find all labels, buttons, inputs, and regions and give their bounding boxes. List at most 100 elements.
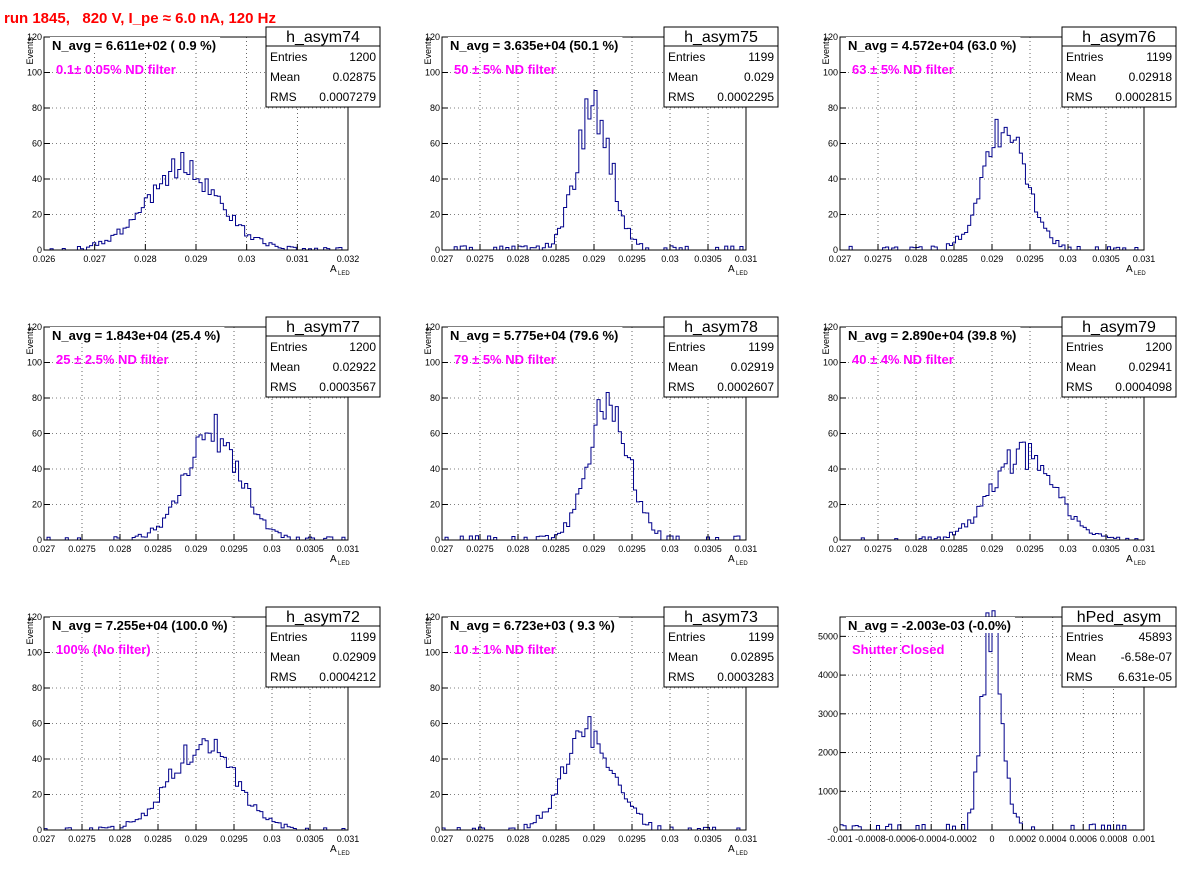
x-tick-label: 0.0295 [618,834,646,844]
stats-label-entries: Entries [270,50,307,64]
stats-label-rms: RMS [668,90,695,104]
navg-text: N_avg = 5.775e+04 (79.6 %) [450,328,618,343]
x-tick-label: 0.027 [33,834,56,844]
x-tick-label: 0.029 [981,544,1004,554]
x-tick-label: 0.029 [185,834,208,844]
y-tick-label: 40 [430,754,440,764]
stats-value-entries: 1199 [748,50,774,64]
filter-annotation: 50 ± 5% ND filter [454,62,556,77]
navg-background [50,617,232,633]
x-tick-label: 0.0002 [1009,834,1037,844]
y-tick-label: 20 [430,210,440,220]
histogram-panel-hPed_asym: -0.001 -0.0008 -0.0006 -0.0004 -0.0002 0 0.000… [818,606,1177,844]
stats-value-rms: 0.0002815 [1115,90,1172,104]
stats-value-rms: 0.0003567 [319,380,376,394]
y-tick-label: 80 [32,683,42,693]
x-tick-label: 0.028 [905,254,928,264]
stats-label-mean: Mean [1066,650,1096,664]
navg-background [50,327,225,343]
histogram-curve [442,89,746,251]
stats-label-rms: RMS [1066,90,1093,104]
navg-text: N_avg = 1.843e+04 (25.4 %) [52,328,220,343]
y-tick-label: 40 [828,464,838,474]
x-tick-label: 0.029 [981,254,1004,264]
x-tick-label: 0.001 [1133,834,1156,844]
histogram-curve [839,610,1144,831]
y-tick-label: 0 [37,245,42,255]
x-tick-label: 0.031 [1133,544,1156,554]
y-axis-label: Events [821,37,831,65]
y-tick-label: 100 [425,648,440,658]
stats-title: h_asym75 [684,29,758,46]
navg-text: N_avg = 4.572e+04 (63.0 %) [848,38,1016,53]
x-tick-label: 0.0275 [68,834,96,844]
x-tick-label: 0.027 [431,544,454,554]
y-tick-label: 120 [823,32,838,42]
x-tick-label: 0.029 [583,544,606,554]
x-tick-label: 0.0285 [144,544,172,554]
histogram-panel-h_asym78: 0.027 0.0275 0.028 0.0285 0.029 0.0295 0.03 0.0… [423,316,779,567]
stats-box [265,316,381,398]
x-tick-label: 0.0275 [864,254,892,264]
x-axis-label: A [1126,264,1133,275]
navg-background [846,327,1021,343]
x-tick-label: 0.028 [507,254,530,264]
y-tick-label: 20 [32,210,42,220]
x-tick-label: 0.0285 [542,254,570,264]
y-tick-label: 3000 [818,709,838,719]
stats-value-rms: 0.0007279 [319,90,376,104]
x-axis-label-subscript: LED [736,271,748,277]
y-tick-label: 4000 [818,670,838,680]
stats-label-rms: RMS [1066,380,1093,394]
histogram-panel-h_asym76: 0.027 0.0275 0.028 0.0285 0.029 0.0295 0.03 0.0… [821,26,1177,277]
y-tick-label: 0 [37,825,42,835]
stats-value-mean: 0.02875 [333,70,377,84]
y-tick-label: 60 [828,139,838,149]
x-tick-label: 0.027 [829,254,852,264]
navg-background [846,617,1015,633]
stats-value-mean: 0.02918 [1129,70,1173,84]
y-tick-label: 60 [32,429,42,439]
stats-title: h_asym77 [286,319,360,336]
y-tick-label: 0 [833,825,838,835]
x-tick-label: 0.0008 [1100,834,1128,844]
x-axis-label: A [330,844,337,855]
y-tick-label: 100 [425,358,440,368]
x-tick-label: 0.0305 [1092,544,1120,554]
navg-background [448,327,623,343]
x-tick-label: 0.027 [83,254,106,264]
y-tick-label: 0 [833,245,838,255]
filter-annotation: Shutter Closed [852,642,945,657]
y-tick-label: 80 [828,393,838,403]
histogram-curve [43,738,348,831]
x-tick-label: 0.027 [431,834,454,844]
stats-label-rms: RMS [668,670,695,684]
y-tick-label: 40 [430,174,440,184]
y-tick-label: 80 [430,103,440,113]
stats-label-rms: RMS [1066,670,1093,684]
x-tick-label: 0.0275 [466,834,494,844]
y-axis-label: Events [25,327,35,355]
y-tick-label: 40 [430,464,440,474]
stats-value-entries: 1199 [748,630,774,644]
stats-value-mean: -6.58e-07 [1121,650,1173,664]
stats-label-mean: Mean [1066,70,1096,84]
x-tick-label: -0.001 [827,834,853,844]
stats-value-rms: 6.631e-05 [1118,670,1172,684]
stats-label-entries: Entries [668,340,705,354]
y-tick-label: 60 [430,429,440,439]
y-tick-label: 0 [833,535,838,545]
y-tick-label: 20 [828,210,838,220]
x-tick-label: 0.0285 [542,544,570,554]
navg-text: N_avg = 7.255e+04 (100.0 %) [52,618,228,633]
y-tick-label: 1000 [818,786,838,796]
y-tick-label: 40 [32,174,42,184]
x-tick-label: 0.0275 [864,544,892,554]
y-tick-label: 60 [828,429,838,439]
y-tick-label: 100 [27,648,42,658]
run-title: run 1845, 820 V, I_pe ≈ 6.0 nA, 120 Hz [4,10,276,27]
navg-background [846,37,1021,53]
stats-title: h_asym76 [1082,29,1156,46]
filter-annotation: 0.1± 0.05% ND filter [56,62,176,77]
y-tick-label: 120 [27,32,42,42]
